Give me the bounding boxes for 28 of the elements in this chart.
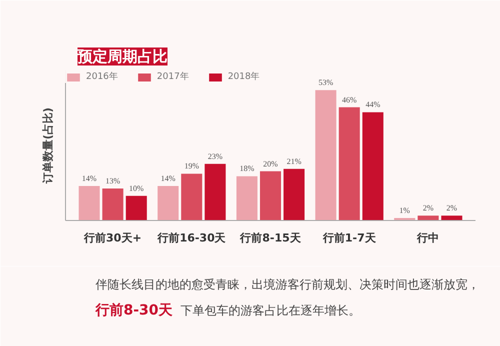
text: 行前8-30天 — [94, 302, 174, 318]
data-label: 14% — [160, 174, 176, 184]
data-label: 19% — [184, 162, 200, 171]
data-label: 2% — [446, 204, 458, 213]
data-label: 53% — [318, 78, 334, 88]
legend-label: 2017年 — [156, 70, 189, 83]
x-tick-label: 行前16-30天 — [156, 232, 227, 244]
data-label: 23% — [208, 152, 223, 161]
data-label: 14% — [82, 174, 97, 184]
x-tick-label: 行前1-7天 — [322, 232, 377, 244]
text: 伴随长线目的地的愈受青睐，出境游客行前规划、决策时间也逐渐放宽， — [96, 278, 480, 292]
data-label: 46% — [342, 95, 358, 104]
legend-label: 2018年 — [228, 70, 260, 83]
data-label: 10% — [129, 184, 144, 193]
x-tick-label: 行前8-15天 — [239, 232, 302, 244]
text: 下单包车的游客占比在逐年增长。 — [180, 304, 360, 318]
y-axis-title: 订单数量(占比) — [42, 107, 54, 185]
x-tick-label: 行前30天+ — [83, 232, 142, 244]
data-label: 21% — [286, 156, 302, 166]
data-label: 13% — [105, 176, 120, 186]
data-label: 44% — [366, 100, 381, 110]
data-label: 2% — [422, 204, 434, 213]
data-label: 20% — [263, 159, 278, 168]
x-tick-label: 行中 — [416, 232, 440, 244]
chart-title: 预定周期占比 — [76, 48, 168, 66]
data-label: 18% — [240, 164, 255, 174]
legend-label: 2016年 — [86, 70, 118, 83]
data-label: 1% — [399, 206, 410, 216]
